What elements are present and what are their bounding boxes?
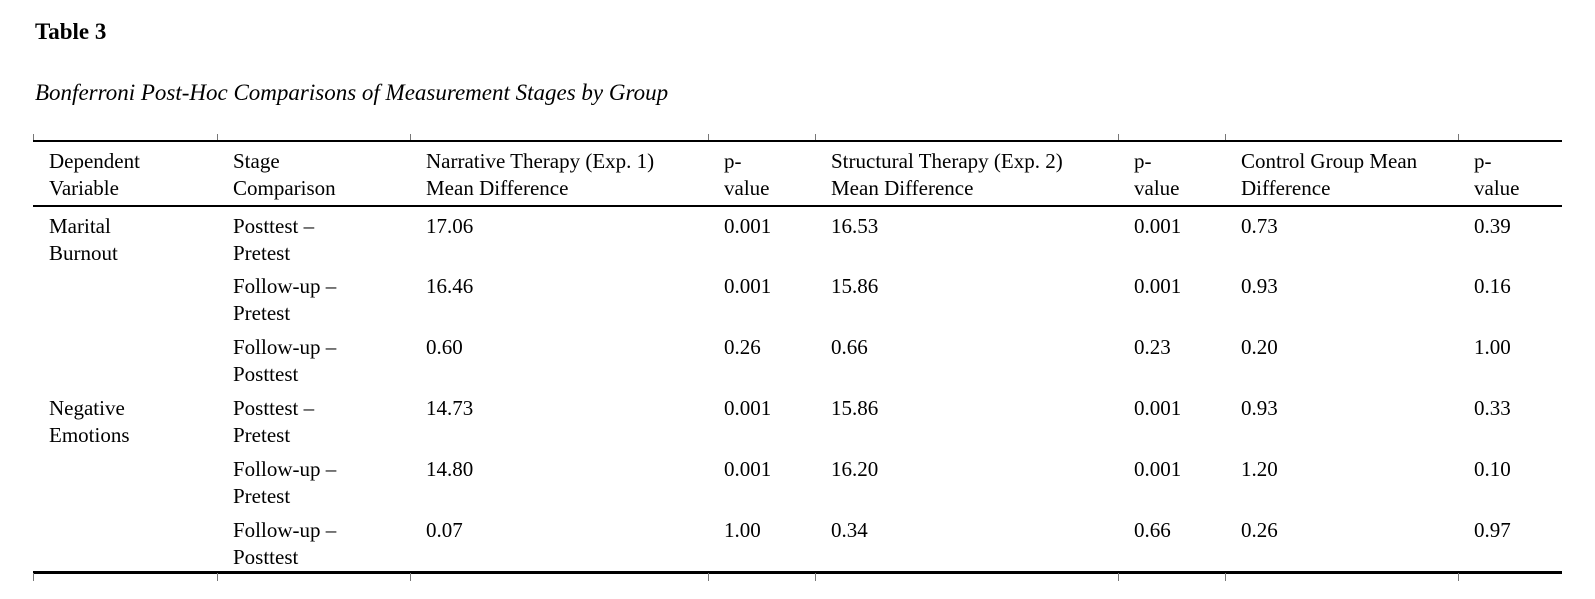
cell-value: 0.001 bbox=[1134, 457, 1182, 481]
cell-value: 0.23 bbox=[1134, 335, 1171, 359]
table-caption: Bonferroni Post-Hoc Comparisons of Measu… bbox=[35, 80, 669, 105]
table-row: Follow-up – Posttest 0.60 0.26 0.66 0.23… bbox=[33, 328, 1562, 389]
column-tick bbox=[1118, 134, 1119, 140]
column-tick bbox=[410, 134, 411, 140]
cell-stage-comparison: Posttest – Pretest bbox=[233, 214, 315, 265]
cell-value: 15.86 bbox=[831, 274, 879, 298]
column-tick bbox=[1225, 573, 1226, 581]
cell-dependent-variable bbox=[33, 267, 217, 328]
column-tick bbox=[708, 573, 709, 581]
table-row: Follow-up – Pretest 16.46 0.001 15.86 0.… bbox=[33, 267, 1562, 328]
cell-value: 0.60 bbox=[426, 335, 463, 359]
cell-value: 0.66 bbox=[831, 335, 868, 359]
cell-stage-comparison: Follow-up – Posttest bbox=[233, 335, 337, 386]
col-header-narrative-mean-difference: Narrative Therapy (Exp. 1) Mean Differen… bbox=[410, 141, 708, 207]
cell-stage-comparison: Follow-up – Pretest bbox=[233, 274, 337, 325]
table-row: Follow-up – Pretest 14.80 0.001 16.20 0.… bbox=[33, 450, 1562, 511]
column-tick bbox=[1458, 134, 1459, 140]
cell-value: 0.93 bbox=[1241, 274, 1278, 298]
cell-value: 0.10 bbox=[1474, 457, 1511, 481]
table-row: Negative Emotions Posttest – Pretest 14.… bbox=[33, 389, 1562, 450]
cell-dependent-variable bbox=[33, 450, 217, 511]
cell-value: 0.16 bbox=[1474, 274, 1511, 298]
cell-value: 0.26 bbox=[724, 335, 761, 359]
cell-value: 0.39 bbox=[1474, 214, 1511, 238]
cell-dependent-variable bbox=[33, 511, 217, 573]
cell-value: 0.97 bbox=[1474, 518, 1511, 542]
stats-table-container: Dependent Variable Stage Comparison Narr… bbox=[33, 134, 1562, 581]
cell-value: 1.00 bbox=[1474, 335, 1511, 359]
col-header-dependent-variable: Dependent Variable bbox=[33, 141, 217, 207]
cell-value: 0.73 bbox=[1241, 214, 1278, 238]
column-tick bbox=[217, 134, 218, 140]
cell-value: 16.53 bbox=[831, 214, 879, 238]
cell-stage-comparison: Posttest – Pretest bbox=[233, 396, 315, 447]
cell-value: 0.001 bbox=[724, 396, 772, 420]
cell-value: 1.20 bbox=[1241, 457, 1278, 481]
cell-value: 0.66 bbox=[1134, 518, 1171, 542]
col-header-stage-comparison: Stage Comparison bbox=[217, 141, 410, 207]
column-tick bbox=[1225, 134, 1226, 140]
column-tick bbox=[217, 573, 218, 581]
table-title: Table 3 bbox=[35, 19, 107, 44]
cell-value: 0.001 bbox=[724, 457, 772, 481]
cell-value: 1.00 bbox=[724, 518, 761, 542]
cell-value: 0.001 bbox=[1134, 396, 1182, 420]
col-header-p-value-1: p- value bbox=[708, 141, 815, 207]
col-header-structural-mean-difference: Structural Therapy (Exp. 2) Mean Differe… bbox=[815, 141, 1118, 207]
cell-value: 0.001 bbox=[724, 274, 772, 298]
column-tick bbox=[33, 134, 34, 140]
cell-value: 0.34 bbox=[831, 518, 868, 542]
column-tick bbox=[1118, 573, 1119, 581]
header-row: Dependent Variable Stage Comparison Narr… bbox=[33, 141, 1562, 207]
cell-value: 0.07 bbox=[426, 518, 463, 542]
column-tick bbox=[708, 134, 709, 140]
cell-value: 16.20 bbox=[831, 457, 879, 481]
cell-dependent-variable: Negative Emotions bbox=[49, 396, 130, 447]
cell-value: 15.86 bbox=[831, 396, 879, 420]
cell-dependent-variable: Marital Burnout bbox=[49, 214, 118, 265]
cell-value: 0.001 bbox=[1134, 274, 1182, 298]
cell-value: 0.93 bbox=[1241, 396, 1278, 420]
cell-dependent-variable bbox=[33, 328, 217, 389]
col-header-control-mean-difference: Control Group Mean Difference bbox=[1225, 141, 1458, 207]
column-tick bbox=[1458, 573, 1459, 581]
col-header-p-value-3: p- value bbox=[1458, 141, 1562, 207]
column-tick bbox=[815, 573, 816, 581]
cell-value: 16.46 bbox=[426, 274, 474, 298]
cell-value: 17.06 bbox=[426, 214, 474, 238]
cell-stage-comparison: Follow-up – Posttest bbox=[233, 518, 337, 569]
column-tick bbox=[410, 573, 411, 581]
cell-stage-comparison: Follow-up – Pretest bbox=[233, 457, 337, 508]
cell-value: 0.26 bbox=[1241, 518, 1278, 542]
cell-value: 14.80 bbox=[426, 457, 474, 481]
col-header-p-value-2: p- value bbox=[1118, 141, 1225, 207]
column-tick bbox=[33, 573, 34, 581]
cell-value: 0.001 bbox=[724, 214, 772, 238]
cell-value: 14.73 bbox=[426, 396, 474, 420]
cell-value: 0.001 bbox=[1134, 214, 1182, 238]
table-row: Follow-up – Posttest 0.07 1.00 0.34 0.66… bbox=[33, 511, 1562, 573]
table-row: Marital Burnout Posttest – Pretest 17.06… bbox=[33, 206, 1562, 267]
cell-value: 0.20 bbox=[1241, 335, 1278, 359]
posthoc-comparisons-table: Dependent Variable Stage Comparison Narr… bbox=[33, 140, 1562, 574]
column-tick bbox=[815, 134, 816, 140]
cell-value: 0.33 bbox=[1474, 396, 1511, 420]
